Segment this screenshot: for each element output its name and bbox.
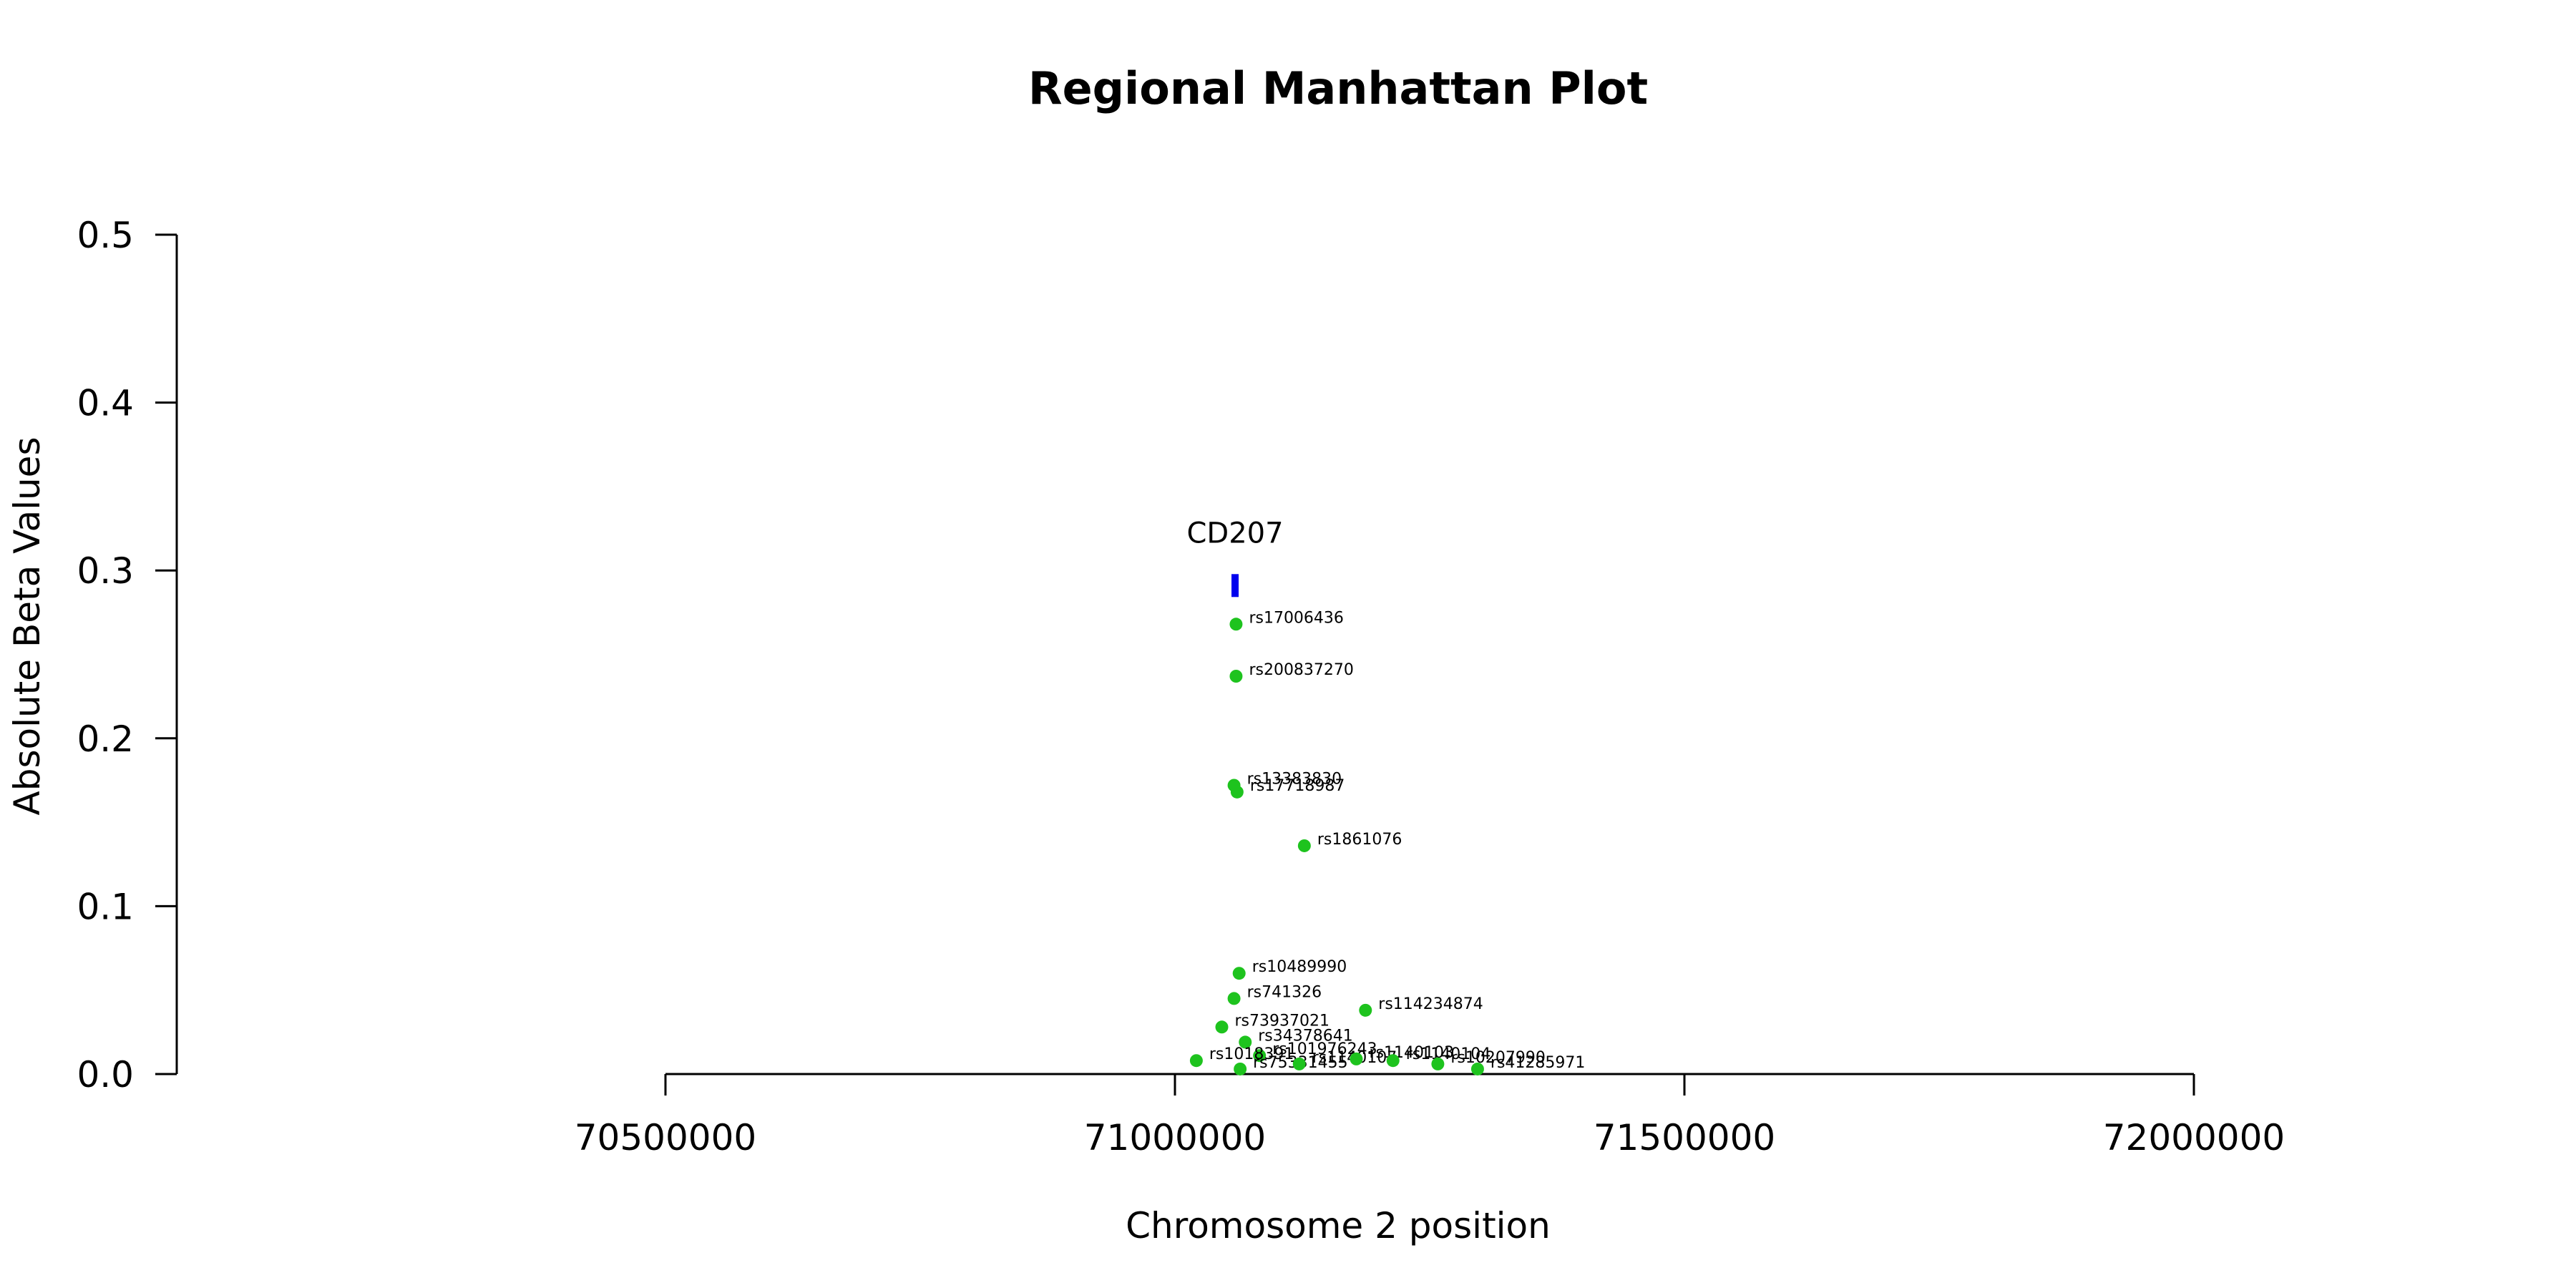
snp-point [1229,669,1243,683]
snp-point [1230,785,1244,799]
y-tick-label: 0.2 [77,718,134,760]
x-axis-label: Chromosome 2 position [1126,1205,1551,1246]
x-tick-label: 70500000 [575,1117,757,1158]
snp-label: rs114234874 [1378,995,1483,1013]
y-tick-label: 0.3 [77,550,134,592]
snp-point [1215,1020,1229,1034]
snp-label: rs17006436 [1249,609,1343,627]
gene-marker [1231,574,1239,597]
snp-label: rs200837270 [1249,661,1353,679]
snp-label: rs13383830 [1247,770,1342,788]
snp-point [1229,618,1243,631]
snp-point [1253,1049,1267,1063]
snp-point [1350,1052,1363,1065]
snp-point [1227,992,1241,1005]
snp-label: rs10207990 [1450,1049,1545,1067]
snp-label: rs10489990 [1252,958,1347,976]
snp-point [1232,967,1246,980]
snp-label: rs73937021 [1235,1012,1330,1030]
snp-label: rs1018391 [1209,1045,1294,1063]
x-tick-label: 71500000 [1594,1117,1776,1158]
y-tick-label: 0.4 [77,383,134,424]
axes: 70500000 71000000 71500000 72000000 0.0 0.1 0.… [77,215,2285,1158]
snp-label: rs17718987 [1250,777,1345,795]
x-tick-label: 71000000 [1084,1117,1267,1158]
snp-point [1292,1057,1306,1070]
snp-point [1359,1003,1372,1017]
snp-label: rs1140104 [1406,1045,1491,1063]
plot-marks: rs17006436 rs200837270 rs13383830rs1771898… [1186,517,1585,1075]
snp-label: rs1861076 [1317,831,1402,849]
gene-label: CD207 [1186,517,1283,550]
y-tick-label: 0.1 [77,886,134,927]
y-tick-label: 0.0 [77,1054,134,1096]
snp-point [1297,839,1311,852]
snp-label: rs41285971 [1491,1054,1585,1072]
snp-label: rs741326 [1247,983,1322,1001]
x-tick-label: 72000000 [2103,1117,2285,1158]
snp-point [1470,1062,1484,1075]
y-axis-label: Absolute Beta Values [6,437,48,816]
snp-label: rs34378641 [1258,1027,1352,1045]
snp-point [1431,1057,1445,1070]
snp-point [1234,1062,1247,1075]
chart-title: Regional Manhattan Plot [1028,62,1648,114]
snp-point [1239,1035,1252,1049]
snp-point [1386,1054,1400,1068]
y-tick-label: 0.5 [77,215,134,256]
snp-point [1189,1054,1203,1068]
